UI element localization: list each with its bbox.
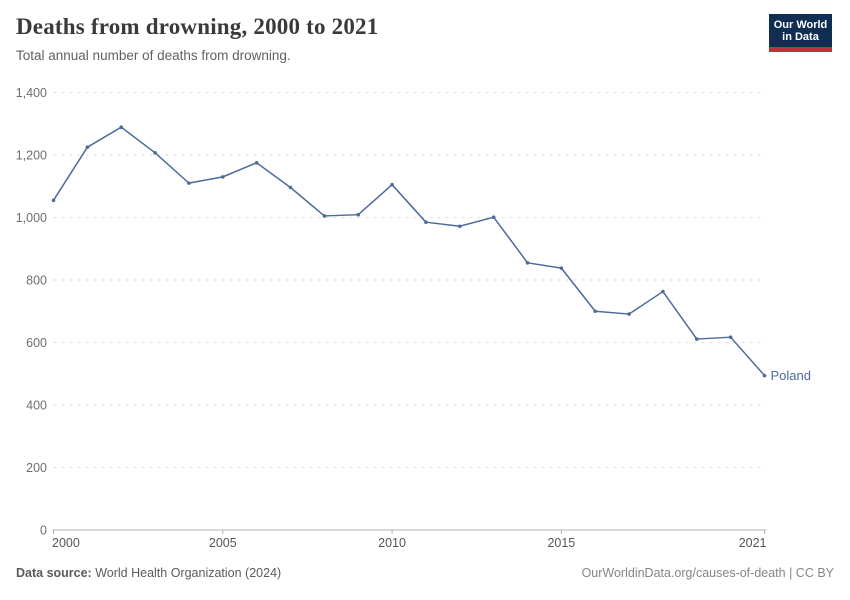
entity-label: Poland — [771, 368, 811, 383]
line-chart-svg[interactable]: 0 200 400 600 800 1,000 1,200 1,400 2000 2005 2010… — [0, 70, 850, 565]
data-point[interactable] — [491, 215, 496, 219]
y-tick-label: 1,200 — [16, 149, 47, 163]
owid-logo[interactable]: Our World in Data — [769, 14, 832, 52]
x-tick-label: 2010 — [378, 536, 406, 550]
x-tick-label: 2021 — [739, 536, 767, 550]
x-tick-label: 2000 — [52, 536, 80, 550]
data-point[interactable] — [728, 335, 733, 339]
data-point[interactable] — [424, 220, 428, 224]
poland-line[interactable] — [52, 126, 766, 377]
y-tick-label: 800 — [26, 274, 47, 288]
data-point[interactable] — [119, 125, 124, 129]
y-tick-label: 1,000 — [16, 211, 47, 225]
data-point[interactable] — [661, 289, 665, 294]
y-tick-label: 1,400 — [16, 86, 47, 100]
data-point[interactable] — [390, 182, 394, 187]
data-point[interactable] — [762, 373, 767, 378]
data-source-text: World Health Organization (2024) — [91, 566, 282, 580]
data-point[interactable] — [559, 266, 564, 270]
data-point[interactable] — [593, 309, 598, 314]
data-point[interactable] — [254, 161, 259, 165]
page-title: Deaths from drowning, 2000 to 2021 — [16, 14, 379, 39]
chart-subtitle: Total annual number of deaths from drown… — [16, 48, 291, 63]
chart-footer: Data source: World Health Organization (… — [16, 566, 834, 580]
data-point[interactable] — [694, 337, 699, 341]
chart-header: Deaths from drowning, 2000 to 2021 Total… — [16, 10, 756, 63]
data-point[interactable] — [356, 212, 361, 217]
y-tick-label: 200 — [26, 461, 47, 475]
y-tick-label: 0 — [40, 524, 47, 538]
owid-logo-line1: Our World — [773, 18, 828, 31]
x-tick-label: 2015 — [547, 536, 575, 550]
credit-link[interactable]: OurWorldinData.org/causes-of-death | CC … — [581, 566, 834, 580]
data-point[interactable] — [525, 261, 530, 265]
data-point[interactable] — [85, 145, 90, 149]
data-point[interactable] — [187, 181, 191, 185]
data-point[interactable] — [51, 198, 56, 203]
y-tick-label: 600 — [26, 336, 47, 350]
data-point[interactable] — [153, 151, 157, 155]
data-source: Data source: World Health Organization (… — [16, 566, 281, 580]
data-point[interactable] — [322, 214, 327, 218]
data-point[interactable] — [220, 175, 225, 179]
data-source-label: Data source: — [16, 566, 92, 580]
y-tick-label: 400 — [26, 399, 47, 413]
data-point[interactable] — [627, 312, 631, 316]
data-point[interactable] — [457, 224, 462, 229]
x-tick-label: 2005 — [209, 536, 237, 550]
data-point[interactable] — [288, 185, 293, 190]
owid-logo-line2: in Data — [782, 30, 819, 43]
